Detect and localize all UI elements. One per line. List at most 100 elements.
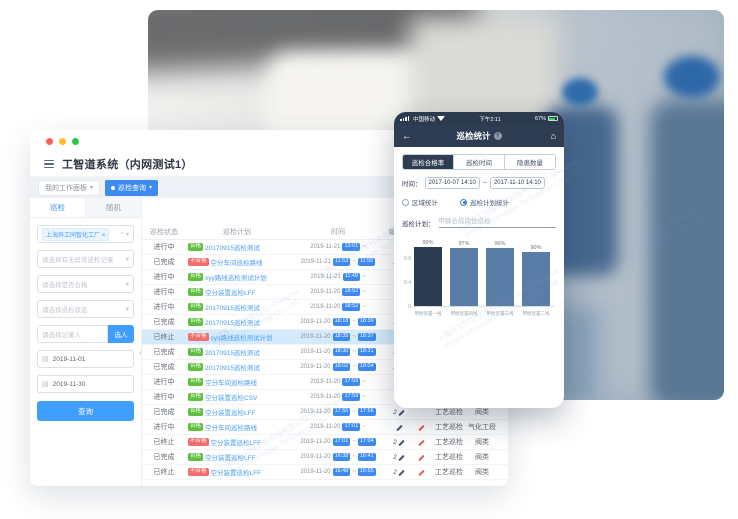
sidebar-tab-random[interactable]: 随机 [85, 198, 141, 217]
segment-inspection-time[interactable]: 巡检时间 [453, 155, 504, 169]
row-time-cell: 2019-11-20 16:38 ~ 16:41 [288, 453, 388, 461]
sidebar-tab-inspection[interactable]: 巡检 [30, 198, 85, 217]
tab-my-workspace[interactable]: 我的工作面板 ▾ [38, 179, 101, 196]
phone-status-bar: 中国移动 下午2:11 67% [394, 112, 564, 125]
table-row[interactable]: 已终止 不合格 空分装置巡检LFF 2019-11-20 17:01 ~ 17:… [142, 435, 508, 450]
bar-rect [522, 252, 550, 306]
row-date: 2019-11-20 [300, 409, 331, 415]
row-status: 进行中 [153, 304, 175, 311]
factory-select[interactable]: 上海异工同智化工厂 × × ▾ [37, 225, 134, 243]
end-time-badge: 18:39 [357, 318, 376, 326]
table-row[interactable]: 进行中 合格 xyy路线巡检测试计划 2019-11-21 11:49 ~ [142, 270, 508, 285]
plan-link[interactable]: cyq路线巡检测试计划 [210, 335, 273, 342]
col-plan: 巡检计划 [223, 228, 251, 236]
maximize-window-button[interactable] [72, 137, 79, 145]
plan-link[interactable]: 空分装置巡检LFF [205, 455, 256, 462]
time-to-input[interactable]: 2017-11-10 14:10 [489, 177, 545, 189]
plan-link[interactable]: 空分车间巡检路线 [210, 260, 263, 267]
table-row[interactable]: 进行中 合格 20170915巡检测试 2019-11-21 13:01 ~ [142, 240, 508, 255]
home-icon[interactable]: ⌂ [550, 131, 556, 141]
table-row[interactable]: 已完成 合格 20170915巡检测试 2019-11-20 18:18 ~ 1… [142, 315, 508, 330]
segment-pass-rate[interactable]: 巡检合格率 [403, 155, 453, 169]
table-row[interactable]: 已完成 合格 20170915巡检测试 2019-11-20 18:30 ~ 1… [142, 345, 508, 360]
row-hazard-cell [410, 424, 432, 431]
plan-link[interactable]: 20170915巡检测试 [205, 350, 260, 357]
plan-link[interactable]: 20170915巡检测试 [205, 365, 260, 372]
sidebar-collapse-icon[interactable]: ‹ [139, 348, 142, 357]
row-time-cell: 2019-11-20 17:01 ~ 17:04 [288, 438, 388, 446]
plan-link[interactable]: 空分装置巡检LFF [210, 440, 262, 447]
table-row[interactable]: 已终止 不合格 空分装置巡检LFF 2019-11-20 16:48 ~ 16:… [142, 465, 508, 480]
edit-icon[interactable] [397, 439, 405, 446]
plan-link[interactable]: 空分装置巡检CSV [205, 395, 258, 402]
time-from-input[interactable]: 2017-10-07 14:10 [424, 177, 480, 189]
edit-icon[interactable] [395, 424, 403, 431]
table-row[interactable]: 进行中 合格 空分车间巡检路线 2019-11-20 17:01 ~ 工艺巡检 … [142, 420, 508, 435]
qualified-select[interactable]: 请选择是否合格 ▾ [37, 275, 134, 293]
row-status: 已终止 [153, 439, 175, 446]
start-time-badge: 18:52 [342, 288, 361, 296]
qualified-badge: 合格 [188, 393, 204, 401]
row-hazard-cell [410, 454, 432, 461]
plan-value-input[interactable]: 甲醇合成岗位巡检 [438, 215, 556, 228]
recorder-input[interactable]: 请选择记录人 [37, 325, 108, 343]
table-row[interactable]: 进行中 合格 空分装置巡检CSV 2019-11-20 17:59 ~ [142, 390, 508, 405]
chart-y-axis: 0.8 0.4 0 [402, 247, 412, 310]
segment-hazard-count[interactable]: 隐患数量 [504, 155, 555, 169]
row-status: 已完成 [153, 319, 175, 326]
bar-category-label: 甲醇装置一线 [414, 311, 442, 316]
hamburger-menu-icon[interactable] [44, 159, 54, 169]
calendar-icon: ▤ [42, 356, 49, 363]
table-row[interactable]: 已完成 合格 空分装置巡检LFF 2019-11-20 17:55 ~ 17:5… [142, 405, 508, 420]
plan-link[interactable]: 20170915巡检测试 [205, 305, 260, 312]
table-row[interactable]: 进行中 合格 空分装置巡检LFF 2019-11-20 18:52 ~ [142, 285, 508, 300]
row-status: 已完成 [153, 364, 175, 371]
row-time-cell: 2019-11-21 11:49 ~ [288, 273, 388, 281]
table-row[interactable]: 进行中 合格 20170915巡检测试 2019-11-20 18:52 ~ [142, 300, 508, 315]
plan-link[interactable]: 空分装置巡检LFF [205, 290, 256, 297]
row-time-cell: 2019-11-20 18:52 ~ [288, 303, 388, 311]
radio-area-stat[interactable]: 区域统计 [402, 197, 438, 207]
radio-plan-stat[interactable]: 巡检计划统计 [460, 197, 509, 207]
plan-link[interactable]: 空分装置巡检LFF [210, 470, 262, 477]
row-status: 进行中 [153, 244, 175, 251]
plan-link[interactable]: 20170915巡检测试 [205, 245, 260, 252]
plan-link[interactable]: 空分车间巡检路线 [205, 380, 258, 387]
table-row[interactable]: 进行中 合格 空分车间巡检路线 2019-11-20 17:59 ~ [142, 375, 508, 390]
end-time-badge: 11:56 [357, 258, 376, 266]
bar: 97% [450, 241, 478, 306]
row-plan-cell: 合格 20170915巡检测试 [186, 362, 288, 372]
table-row[interactable]: 已完成 合格 20170915巡检测试 2019-11-20 18:02 ~ 1… [142, 360, 508, 375]
plan-link[interactable]: 空分车间巡检路线 [205, 425, 258, 432]
row-area: 阀类 [475, 454, 489, 461]
plan-link[interactable]: xyy路线巡检测试计划 [205, 275, 267, 282]
phone-mockup: 中国移动 下午2:11 67% ← 巡检统计 ? ⌂ 巡检合格率 巡检时间 隐患… [394, 112, 564, 408]
edit-icon[interactable] [397, 469, 405, 476]
close-window-button[interactable] [46, 137, 53, 145]
bar-value-label: 96% [494, 241, 506, 247]
abnormal-record-select[interactable]: 请选择有无异常巡检记录 ▾ [37, 250, 134, 268]
status-select[interactable]: 请选择巡检状态 ▾ [37, 300, 134, 318]
date-to-input[interactable]: ▤ 2019-11-30 [37, 375, 134, 393]
plan-link[interactable]: 空分装置巡检LFF [205, 410, 256, 417]
row-plan-cell: 合格 20170915巡检测试 [186, 317, 288, 327]
back-arrow-icon[interactable]: ← [402, 130, 412, 142]
edit-icon[interactable] [397, 454, 405, 461]
info-icon[interactable]: ? [493, 132, 502, 140]
clear-icon[interactable]: × [120, 231, 124, 237]
start-time-badge: 18:02 [332, 363, 351, 371]
bar-category-label: 甲醇装置四线 [450, 311, 478, 316]
tab-inspection-query[interactable]: 巡检查询 ▾ [105, 179, 159, 196]
table-row[interactable]: 已完成 合格 空分装置巡检LFF 2019-11-20 16:38 ~ 16:4… [142, 450, 508, 465]
minimize-window-button[interactable] [59, 137, 66, 145]
date-from-input[interactable]: ▤ 2019-11-01 [37, 350, 134, 368]
search-button[interactable]: 查询 [37, 401, 134, 421]
row-time-cell: 2019-11-20 17:59 ~ [288, 378, 388, 386]
bar-value-label: 90% [530, 245, 542, 251]
edit-icon[interactable] [397, 409, 405, 416]
tag-close-icon[interactable]: × [101, 232, 106, 239]
pick-person-button[interactable]: 选人 [108, 325, 134, 343]
start-time-badge: 11:49 [342, 273, 361, 281]
start-time-badge: 13:01 [342, 243, 361, 251]
plan-link[interactable]: 20170915巡检测试 [205, 320, 260, 327]
